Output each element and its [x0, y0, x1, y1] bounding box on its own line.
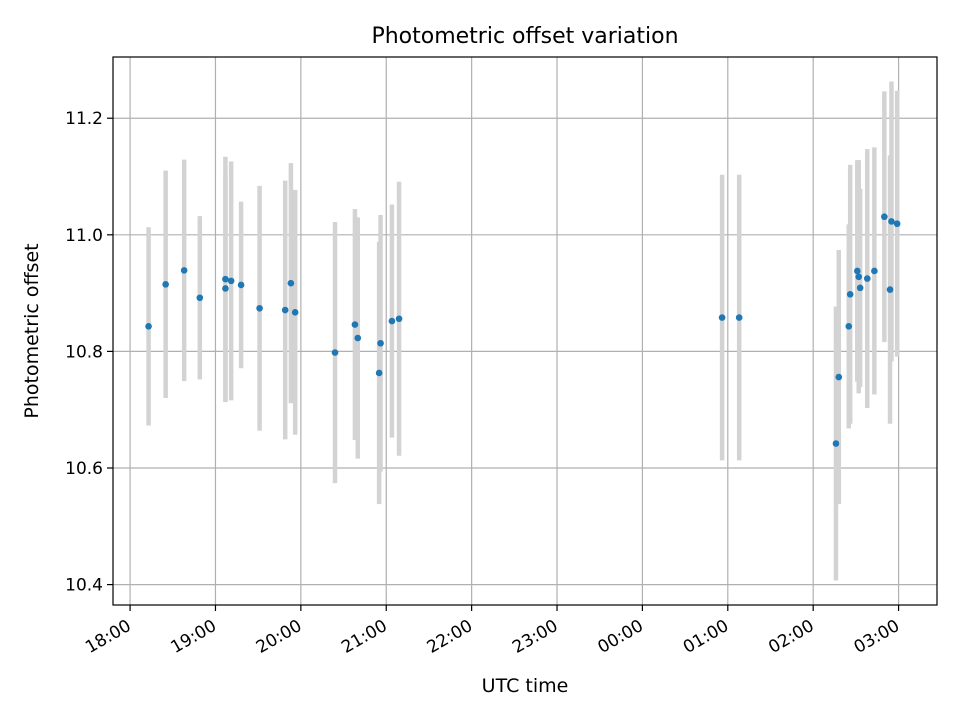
- data-point: [718, 314, 726, 321]
- x-tick-label: 20:00: [253, 616, 305, 658]
- chart-title: Photometric offset variation: [371, 24, 678, 49]
- plot-frame: [112, 56, 938, 606]
- data-point: [162, 281, 169, 288]
- data-point: [377, 339, 384, 347]
- data-point: [835, 373, 843, 381]
- data-point: [354, 334, 362, 342]
- data-point: [222, 275, 229, 283]
- data-point: [351, 321, 359, 328]
- grid: [113, 57, 937, 605]
- data-point: [331, 349, 339, 356]
- data-point: [846, 290, 854, 298]
- data-point: [871, 267, 878, 275]
- data-point: [145, 323, 152, 330]
- data-point: [854, 267, 861, 275]
- data-point: [888, 218, 895, 225]
- data-point: [863, 275, 871, 282]
- data-point: [287, 279, 295, 287]
- y-axis-label: Photometric offset: [21, 243, 43, 418]
- data-point: [291, 309, 299, 316]
- axis-ticks: 18:00 19:00 20:00 21:00 22:00 23:00 00:00 01:00…: [65, 109, 903, 658]
- data-point: [395, 315, 403, 323]
- data-point: [832, 440, 840, 447]
- x-tick-label: 00:00: [594, 616, 646, 658]
- data-point: [196, 294, 204, 302]
- data-point: [375, 369, 383, 377]
- error-bars: [146, 81, 900, 581]
- data-point: [222, 285, 229, 292]
- x-tick-label: 22:00: [424, 616, 476, 658]
- data-point: [845, 323, 853, 330]
- data-points: [145, 213, 901, 447]
- x-tick-label: 02:00: [765, 616, 817, 658]
- data-point: [855, 273, 863, 281]
- y-tick-label: 10.4: [65, 576, 103, 596]
- data-point: [893, 220, 901, 228]
- data-point: [388, 317, 396, 325]
- data-point: [886, 286, 894, 293]
- x-tick-label: 18:00: [82, 616, 134, 658]
- y-tick-label: 10.6: [65, 459, 103, 479]
- x-axis-label: UTC time: [482, 675, 569, 697]
- data-point: [881, 213, 888, 221]
- data-point: [256, 304, 263, 312]
- x-tick-label: 23:00: [509, 616, 561, 658]
- data-point: [281, 306, 289, 314]
- data-point: [227, 277, 235, 285]
- y-tick-label: 10.8: [65, 342, 103, 362]
- y-tick-label: 11.0: [65, 226, 103, 246]
- data-point: [237, 281, 245, 289]
- x-tick-label: 03:00: [851, 616, 903, 658]
- y-tick-label: 11.2: [65, 109, 103, 129]
- data-point: [735, 314, 743, 321]
- x-tick-label: 01:00: [680, 616, 732, 658]
- x-tick-label: 19:00: [168, 616, 220, 658]
- data-point: [856, 284, 864, 292]
- data-point: [180, 267, 188, 274]
- x-tick-label: 21:00: [338, 616, 390, 658]
